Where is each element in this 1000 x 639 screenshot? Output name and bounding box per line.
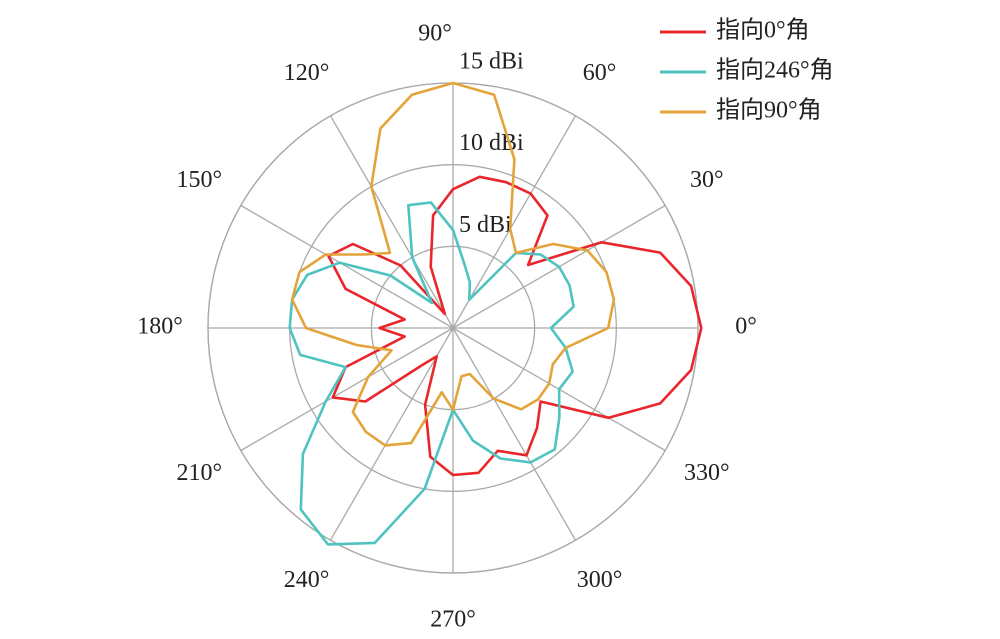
r-tick-label: 15 dBi: [459, 49, 524, 75]
r-tick-label: 10 dBi: [459, 130, 524, 156]
theta-tick-label: 60°: [583, 60, 617, 86]
series-line: [288, 201, 575, 546]
theta-grid-line: [329, 115, 454, 329]
theta-grid-line: [240, 204, 454, 329]
legend-label: 指向90°角: [716, 97, 822, 124]
theta-tick-label: 0°: [735, 314, 757, 340]
theta-tick-label: 180°: [137, 314, 183, 340]
theta-tick-label: 270°: [430, 607, 476, 633]
theta-tick-label: 30°: [690, 167, 724, 193]
theta-tick-label: 240°: [284, 567, 330, 593]
legend-label: 指向0°角: [716, 17, 810, 44]
legend-label: 指向246°角: [716, 57, 834, 84]
theta-grid-line: [240, 327, 454, 452]
theta-tick-label: 150°: [176, 167, 222, 193]
theta-tick-label: 90°: [418, 21, 452, 47]
theta-grid-line: [452, 327, 577, 541]
series-line: [327, 175, 703, 477]
theta-tick-label: 330°: [684, 460, 730, 486]
series-line: [290, 81, 616, 447]
r-tick-label: 5 dBi: [459, 212, 512, 238]
theta-tick-label: 210°: [176, 460, 222, 486]
theta-grid-line: [452, 115, 577, 329]
theta-tick-label: 300°: [577, 567, 623, 593]
theta-tick-label: 120°: [284, 60, 330, 86]
theta-grid-line: [329, 327, 454, 541]
